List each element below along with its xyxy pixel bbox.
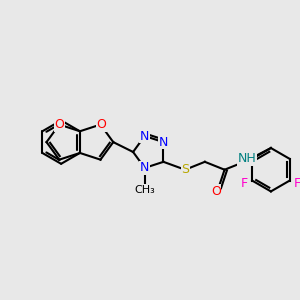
Text: NH: NH xyxy=(238,152,256,165)
Text: S: S xyxy=(181,163,189,176)
Text: F: F xyxy=(294,177,300,190)
Text: N: N xyxy=(140,161,149,174)
Text: N: N xyxy=(159,136,168,148)
Text: O: O xyxy=(211,185,220,198)
Text: O: O xyxy=(54,118,64,131)
Text: CH₃: CH₃ xyxy=(134,184,155,195)
Text: F: F xyxy=(241,177,248,190)
Text: O: O xyxy=(97,118,106,131)
Text: N: N xyxy=(140,130,149,142)
